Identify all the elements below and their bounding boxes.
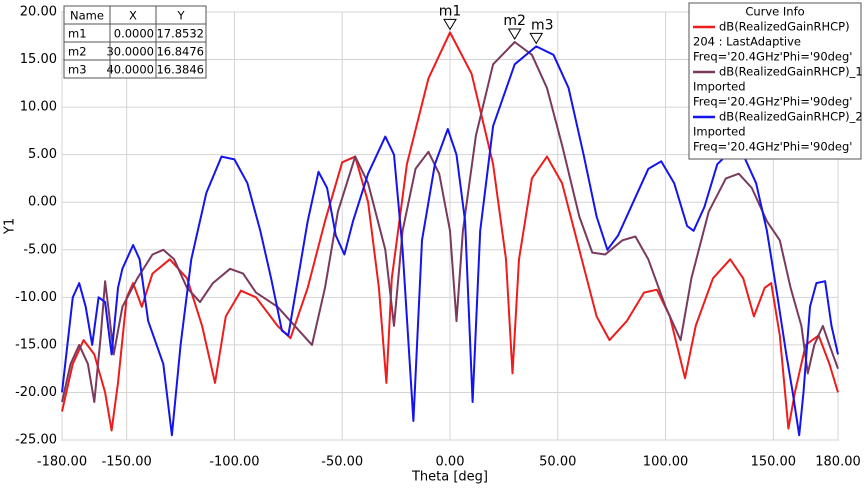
legend-info: Freq='20.4GHz'Phi='90deg' (693, 50, 852, 64)
legend-frame (688, 2, 862, 160)
series-line (61, 41, 839, 403)
table-cell: 40.0000 (106, 63, 154, 77)
y-tick-label: 10.00 (20, 100, 57, 115)
x-tick-label: -50.00 (321, 455, 363, 470)
marker-triangle (443, 18, 457, 31)
marker-table: Name X Ym1 0.0000 17.8532 m2 30.0000 16.8476 m3 4… (63, 5, 207, 79)
legend-title: Curve Info (745, 5, 804, 19)
table-cell: 17.8532 (156, 27, 204, 41)
table-cell: m3 (68, 63, 87, 77)
y-tick-label: 5.00 (28, 147, 57, 162)
series-line (61, 31, 839, 432)
table-cell: 16.3846 (156, 63, 204, 77)
x-tick-label: -100.00 (209, 455, 259, 470)
table-cell: 0.0000 (114, 27, 154, 41)
marker-triangle (507, 28, 522, 40)
legend-entry: dB(RealizedGainRHCP) (719, 20, 850, 34)
table-cell: m2 (68, 45, 87, 59)
legend-info: 204 : LastAdaptive (693, 35, 801, 49)
x-tick-label: 0.00 (436, 455, 465, 470)
x-axis-label: Theta [deg] (411, 470, 488, 485)
y-tick-label: 15.00 (20, 52, 57, 67)
marker-label: m1 (439, 3, 462, 19)
marker-label: m2 (503, 13, 526, 29)
y-tick-label: -20.00 (15, 385, 57, 400)
x-tick-label: 180.00 (815, 455, 861, 470)
table-header: X (129, 9, 137, 23)
table-cell: 30.0000 (106, 45, 154, 59)
table-cell: 16.8476 (156, 45, 204, 59)
table-cell: m1 (68, 27, 87, 41)
y-tick-label: 0.00 (28, 195, 57, 210)
y-axis-label: Y1 (3, 218, 18, 235)
y-tick-label: 20.00 (20, 5, 57, 20)
y-tick-label: -5.00 (23, 242, 57, 257)
y-tick-label: -10.00 (15, 290, 57, 305)
legend-info: Freq='20.4GHz'Phi='90deg' (693, 140, 852, 154)
marker-triangle (529, 32, 544, 45)
x-tick-label: 50.00 (539, 455, 576, 470)
legend-info: Imported (693, 125, 746, 139)
legend-info: Freq='20.4GHz'Phi='90deg' (693, 95, 852, 109)
table-header: Y (176, 9, 185, 23)
x-tick-label: -180.00 (37, 455, 87, 470)
y-tick-label: -15.00 (15, 337, 57, 352)
legend-info: Imported (693, 80, 746, 94)
x-tick-label: 150.00 (751, 455, 797, 470)
y-tick-label: -25.00 (15, 433, 57, 448)
x-tick-label: -150.00 (102, 455, 152, 470)
table-header: Name (70, 9, 104, 23)
marker-label: m3 (531, 17, 554, 33)
legend-entry: dB(RealizedGainRHCP)_2 (719, 110, 863, 124)
legend-entry: dB(RealizedGainRHCP)_1 (719, 65, 863, 79)
x-tick-label: 100.00 (643, 455, 689, 470)
